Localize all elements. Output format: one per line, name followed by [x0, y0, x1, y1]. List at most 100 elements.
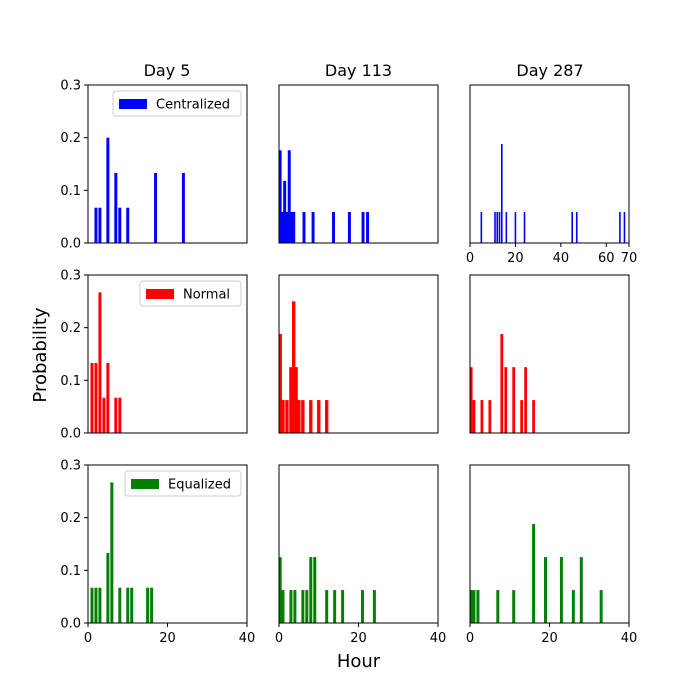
bar — [94, 587, 98, 623]
bar — [498, 211, 501, 243]
bar — [472, 400, 476, 433]
bar — [523, 211, 526, 243]
bar — [347, 211, 351, 243]
legend-swatch — [146, 289, 174, 299]
bar — [289, 367, 293, 433]
bar — [301, 590, 305, 623]
bar — [532, 400, 535, 433]
x-tick-label: 20 — [350, 631, 367, 646]
bar — [575, 211, 578, 243]
bar — [98, 207, 102, 243]
bar — [278, 333, 282, 433]
bar — [278, 150, 282, 243]
bar — [289, 590, 293, 623]
bar — [571, 590, 575, 623]
bar — [309, 557, 313, 623]
bar — [512, 367, 516, 433]
bar — [325, 590, 329, 623]
x-tick-label: 60 — [598, 251, 615, 266]
legend-swatch — [119, 99, 147, 109]
y-tick-label: 0.2 — [60, 511, 81, 526]
y-tick-label: 0.1 — [60, 564, 81, 579]
x-tick-label: 20 — [541, 631, 558, 646]
panel-r0-c2: 0 20 40 60 70 — [466, 84, 637, 266]
axes-frame — [87, 84, 248, 244]
bar — [126, 587, 130, 623]
bar — [623, 211, 626, 243]
bar — [313, 557, 317, 623]
axes-frame — [278, 274, 439, 434]
bar — [480, 400, 484, 433]
panel-r2-c2: 0 20 40 — [466, 464, 638, 646]
x-tick-label: 20 — [159, 631, 176, 646]
y-tick-label: 0.3 — [60, 79, 81, 94]
bar — [472, 590, 476, 623]
x-tick-label: 20 — [507, 251, 524, 266]
bar — [287, 150, 291, 243]
bar — [90, 362, 94, 433]
y-tick-label: 0.2 — [60, 131, 81, 146]
x-tick-label: 0 — [466, 251, 474, 266]
axes-frame — [278, 84, 439, 244]
bar — [559, 557, 563, 623]
bar — [494, 211, 496, 243]
bar — [372, 590, 376, 623]
panel-r1-c0: 0.0 0.1 0.2 0.3 Normal — [60, 269, 248, 442]
x-tick-label: 0 — [466, 631, 474, 646]
bar — [469, 590, 473, 623]
bar — [181, 172, 185, 243]
bar — [118, 397, 122, 433]
bar — [512, 590, 516, 623]
bar — [579, 557, 583, 623]
panel-r0-c0: 0.0 0.1 0.2 0.3 Centralized — [60, 79, 248, 252]
bar — [524, 367, 528, 433]
panel-r1-c1 — [278, 274, 439, 434]
bar — [469, 367, 473, 433]
bar — [290, 211, 293, 243]
legend-label: Normal — [183, 288, 230, 303]
x-tick-label: 40 — [239, 631, 256, 646]
bar — [501, 143, 503, 243]
bar — [154, 172, 158, 243]
bar — [619, 211, 621, 243]
panel-r1-c2 — [469, 274, 630, 434]
legend-label: Centralized — [156, 98, 230, 113]
bar — [317, 400, 321, 433]
y-tick-label: 0.0 — [60, 427, 81, 442]
bar — [102, 397, 106, 433]
bar — [297, 400, 301, 433]
bar — [302, 211, 306, 243]
axes-frame — [87, 274, 248, 434]
bar — [366, 211, 370, 243]
bar — [480, 211, 483, 243]
bar — [126, 207, 130, 243]
bar — [278, 557, 282, 623]
bar — [90, 587, 94, 623]
bar — [309, 400, 313, 433]
bar — [98, 587, 102, 623]
bar — [118, 587, 122, 623]
y-tick-label: 0.3 — [60, 269, 81, 284]
bar — [360, 590, 364, 623]
legend-swatch — [131, 479, 159, 489]
x-tick-label: 40 — [553, 251, 570, 266]
bar — [599, 590, 603, 623]
legend-label: Equalized — [168, 478, 231, 493]
bar — [106, 362, 110, 433]
bar — [496, 590, 500, 623]
bar — [98, 292, 102, 433]
bar — [146, 587, 150, 623]
bar — [311, 211, 315, 243]
y-tick-label: 0.1 — [60, 184, 81, 199]
x-tick-label: 40 — [621, 631, 638, 646]
bar — [94, 362, 98, 433]
bar — [94, 207, 98, 243]
y-tick-label: 0.3 — [60, 459, 81, 474]
bar — [505, 211, 508, 243]
panel-r2-c0: 0.0 0.1 0.2 0.3 0 20 40 Equalized — [60, 459, 255, 647]
axes-frame — [469, 274, 630, 434]
bar — [514, 211, 517, 243]
x-tick-label: 0 — [275, 631, 283, 646]
